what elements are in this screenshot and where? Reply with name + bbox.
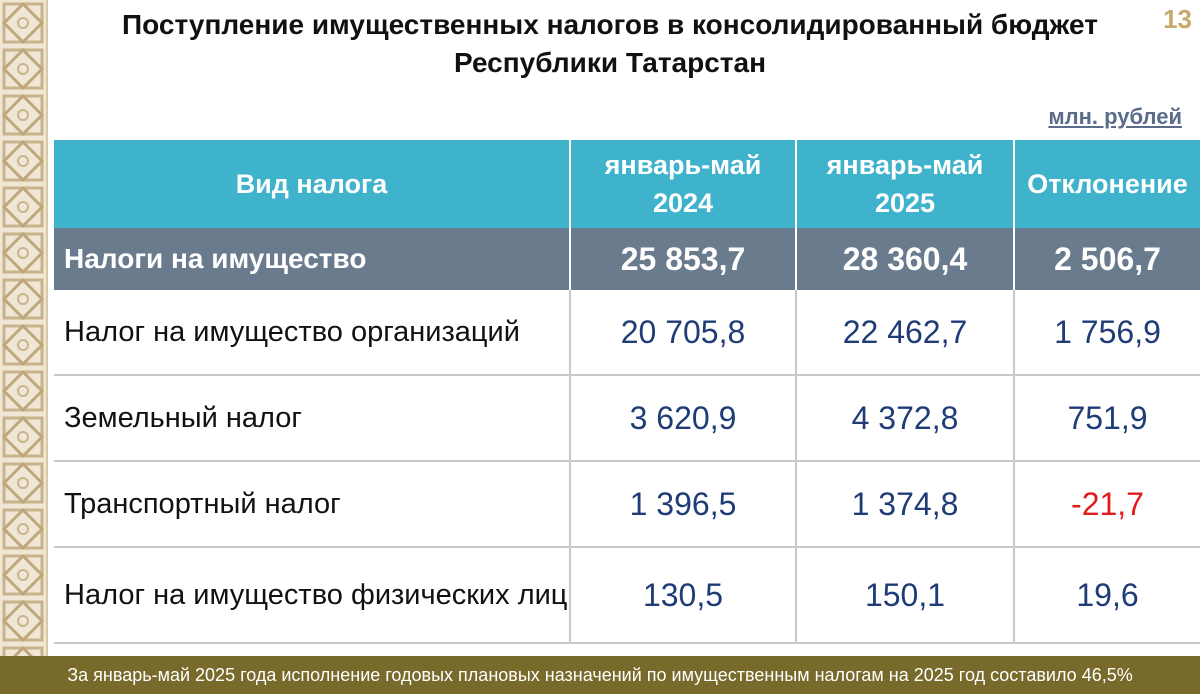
row-2025: 22 462,7 [796,290,1015,376]
header-deviation: Отклонение [1014,140,1200,228]
header-2025: январь-май 2025 [796,140,1015,228]
table-row: Налог на имущество физических лиц 130,5 … [54,547,1200,644]
header-tax-type: Вид налога [54,140,571,228]
table-row: Земельный налог 3 620,9 4 372,8 751,9 [54,375,1200,462]
table-row: Налог на имущество организаций 20 705,8 … [54,290,1200,376]
row-2025: 150,1 [796,547,1015,644]
ornament-border [0,0,48,694]
footer-note: За январь-май 2025 года исполнение годов… [0,656,1200,694]
row-deviation: 19,6 [1014,547,1200,644]
row-2024: 3 620,9 [570,375,797,462]
total-2025: 28 360,4 [796,228,1015,290]
row-name: Земельный налог [54,375,571,462]
row-name: Налог на имущество организаций [54,290,571,376]
row-2024: 20 705,8 [570,290,797,376]
row-2024: 130,5 [570,547,797,644]
total-row: Налоги на имущество 25 853,7 28 360,4 2 … [54,228,1200,290]
total-2024: 25 853,7 [570,228,797,290]
row-deviation: 751,9 [1014,375,1200,462]
row-deviation-negative: -21,7 [1014,461,1200,548]
row-deviation: 1 756,9 [1014,290,1200,376]
page-title: Поступление имущественных налогов в конс… [122,9,1098,78]
table-header-row: Вид налога январь-май 2024 январь-май 20… [54,140,1200,228]
total-name: Налоги на имущество [54,228,571,290]
row-2024: 1 396,5 [570,461,797,548]
row-name: Транспортный налог [54,461,571,548]
total-deviation: 2 506,7 [1014,228,1200,290]
row-2025: 4 372,8 [796,375,1015,462]
page-number: 13 [1163,4,1192,34]
table-row: Транспортный налог 1 396,5 1 374,8 -21,7 [54,461,1200,548]
units-label: млн. рублей [1048,104,1182,129]
ornament-pattern-icon [0,0,46,694]
tax-table: Вид налога январь-май 2024 январь-май 20… [54,140,1200,644]
row-2025: 1 374,8 [796,461,1015,548]
row-name: Налог на имущество физических лиц [54,547,571,644]
header-2024: январь-май 2024 [570,140,797,228]
